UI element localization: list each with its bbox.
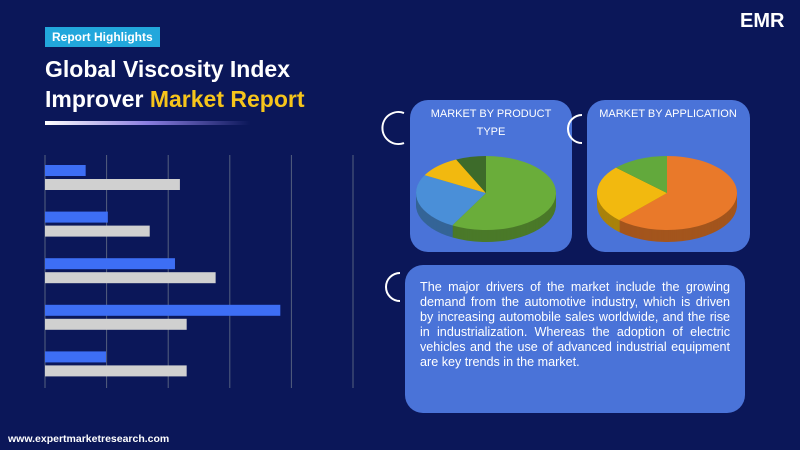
bar [45, 351, 106, 363]
bar [45, 225, 150, 237]
bar [45, 165, 86, 176]
pie-slice [452, 156, 556, 231]
pie-slice [456, 156, 486, 193]
title: Global Viscosity Index [45, 56, 290, 82]
bar [45, 258, 175, 270]
pie-slice [424, 159, 486, 193]
arrow-icon [385, 272, 401, 302]
pie-slice [619, 156, 738, 230]
arrow-icon [381, 111, 405, 145]
pie-slice [596, 167, 667, 220]
title: Improver [45, 86, 144, 112]
bar [45, 211, 108, 223]
title-highlight: Market Report [149, 86, 305, 112]
title-underline [45, 121, 250, 125]
bar [45, 365, 187, 377]
bar [45, 272, 216, 284]
pie-slice [615, 156, 667, 193]
pie-title: MARKET BY APPLICATION [599, 108, 737, 120]
panel [405, 265, 745, 413]
description: The major drivers of the market include … [420, 280, 730, 369]
bar [45, 304, 281, 316]
badge: Report Highlights [45, 27, 160, 47]
bar [45, 179, 180, 190]
pie-slice [416, 175, 486, 226]
logo: EMR [740, 10, 785, 32]
arrow-icon [567, 114, 583, 144]
bar [45, 318, 187, 330]
title: Improver Market Report [45, 86, 304, 113]
pie-title: MARKET BY PRODUCT TYPE [430, 108, 552, 138]
footer: www.expertmarketresearch.com [8, 433, 170, 445]
